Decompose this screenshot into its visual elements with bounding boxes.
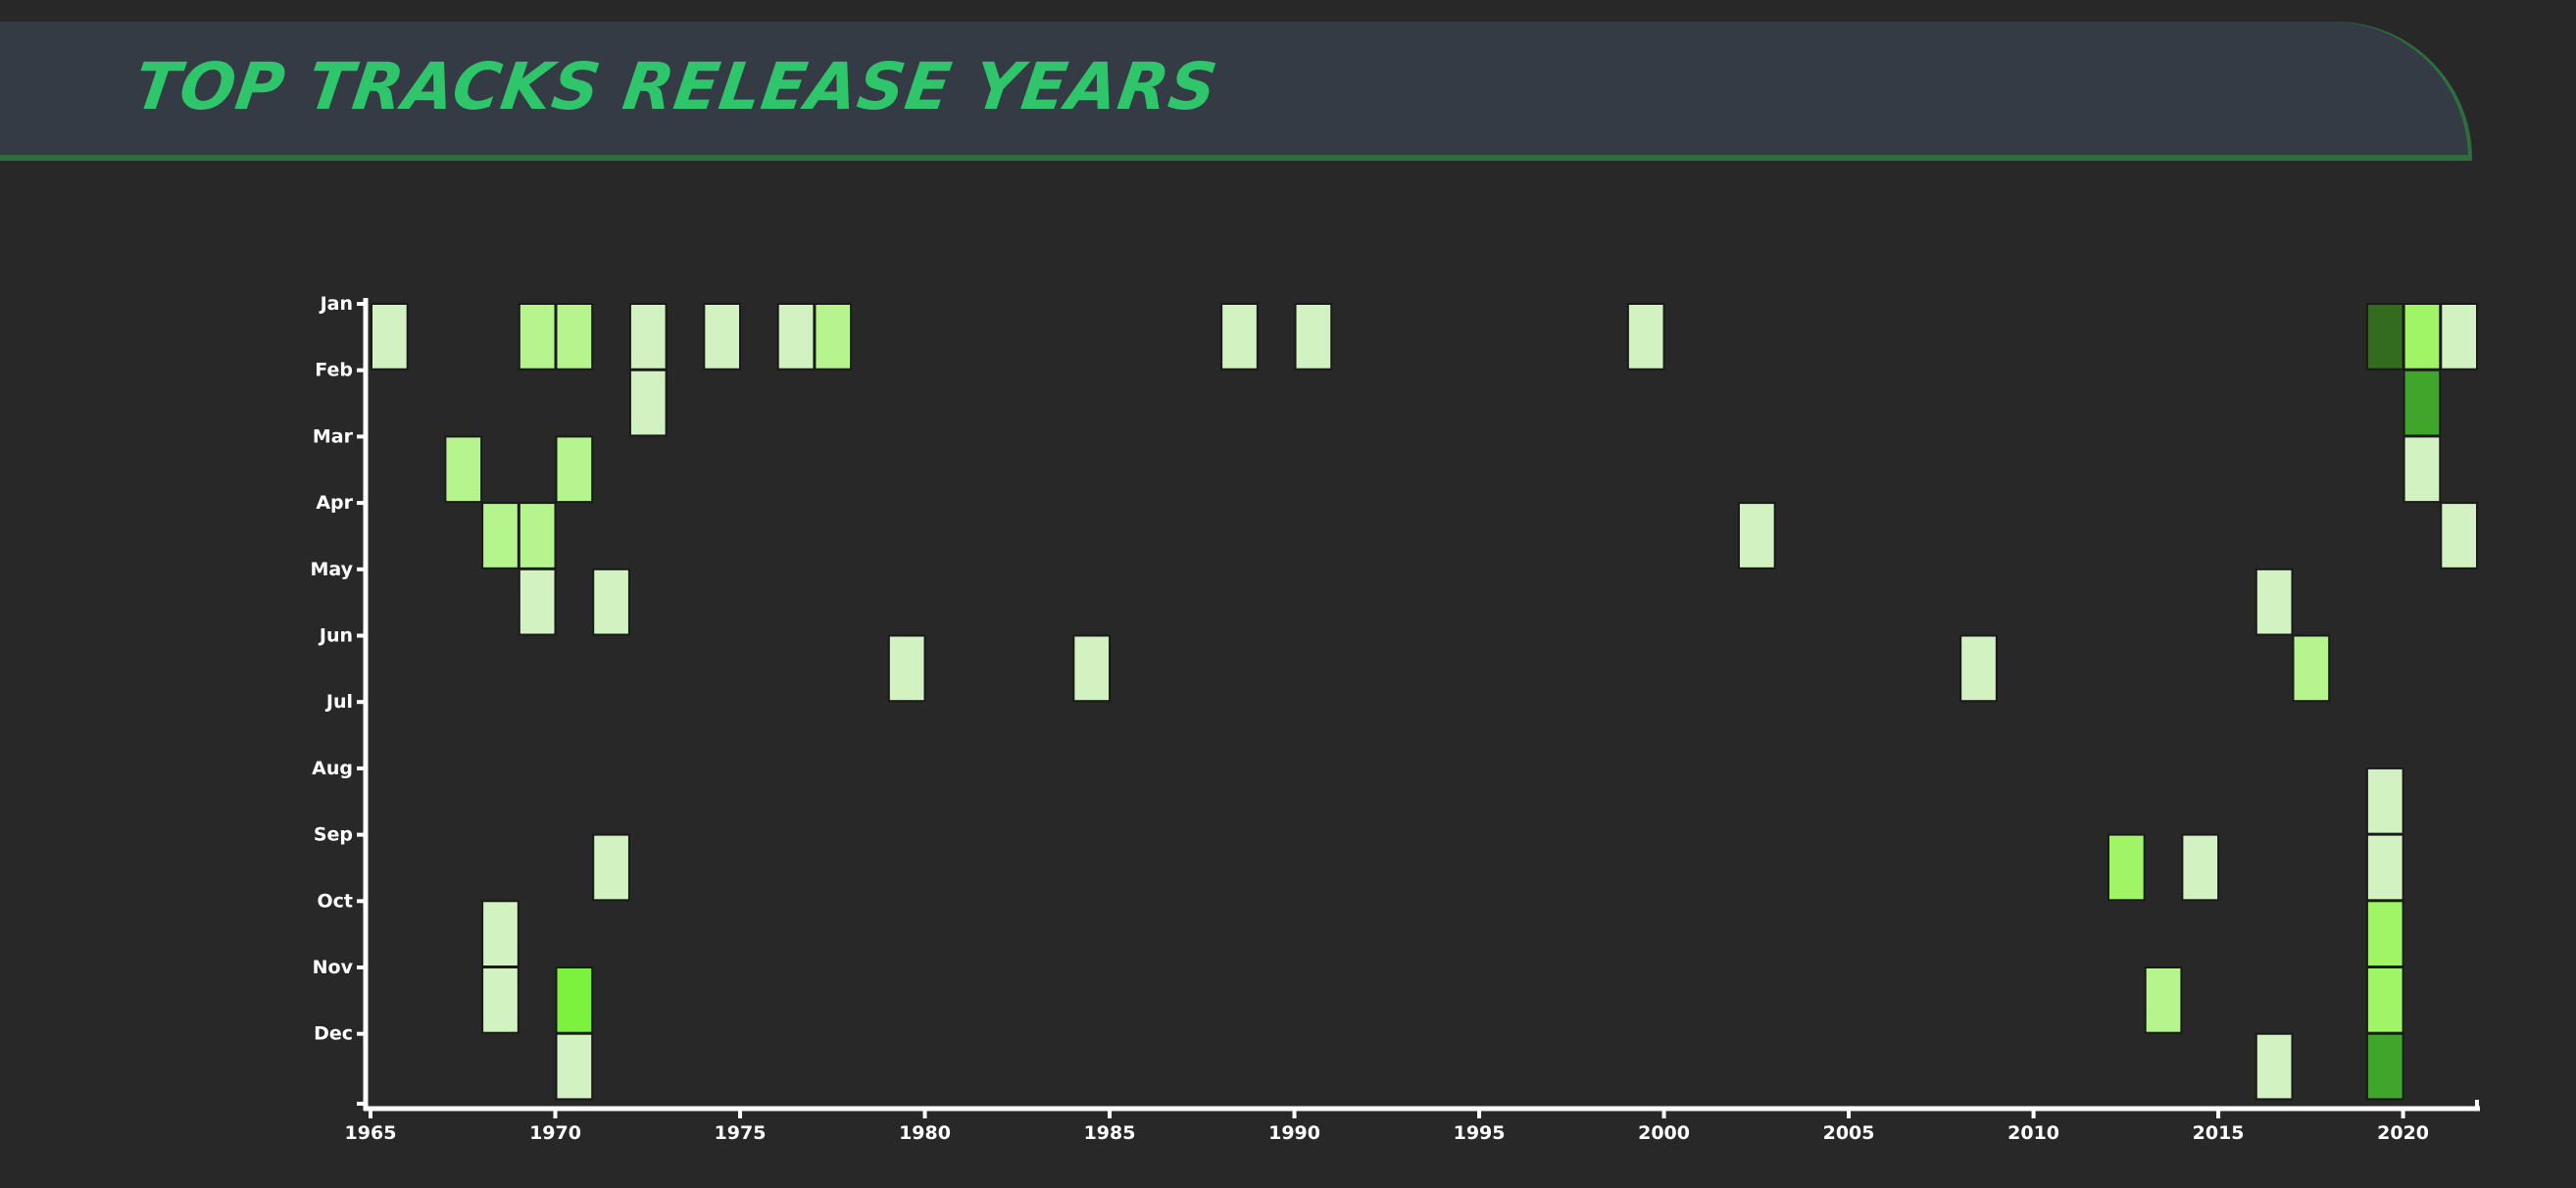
heatmap-cell-1984-jun xyxy=(1072,634,1112,703)
heatmap-cell-1979-jun xyxy=(887,634,926,703)
x-tick-label-1990: 1990 xyxy=(1268,1122,1320,1144)
x-tick-label-1995: 1995 xyxy=(1454,1122,1506,1144)
heatmap-cell-1990-jan xyxy=(1294,303,1333,371)
heatmap-cell-1970-dec xyxy=(555,1032,594,1101)
x-tick-label-1970: 1970 xyxy=(529,1122,581,1144)
y-tick-label-apr: Apr xyxy=(316,492,353,514)
heatmap-cell-2019-nov xyxy=(2365,966,2404,1034)
x-tick-label-1985: 1985 xyxy=(1084,1122,1136,1144)
heatmap-cell-2020-jan xyxy=(2403,303,2442,371)
heatmap-cell-1972-jan xyxy=(628,303,668,371)
heatmap-cell-1972-feb xyxy=(628,369,668,437)
heatmap-cell-1988-jan xyxy=(1220,303,1259,371)
heatmap-cell-2017-jun xyxy=(2292,634,2331,703)
y-tick-label-aug: Aug xyxy=(312,758,353,779)
x-tick-label-1975: 1975 xyxy=(715,1122,767,1144)
heatmap-cell-1969-jan xyxy=(518,303,557,371)
heatmap-cell-1977-jan xyxy=(814,303,853,371)
heatmap-cell-1974-jan xyxy=(703,303,742,371)
heatmap-cell-1971-may xyxy=(592,568,630,636)
heatmap-cell-2016-dec xyxy=(2254,1032,2294,1101)
y-tick-label-may: May xyxy=(310,559,353,580)
heatmap-cell-2019-aug xyxy=(2365,767,2404,835)
x-tick-label-1965: 1965 xyxy=(345,1122,397,1144)
x-tick-label-2005: 2005 xyxy=(1823,1122,1875,1144)
heatmap-cell-2019-sep xyxy=(2365,833,2404,902)
heatmap-cell-2014-sep xyxy=(2181,833,2220,902)
heatmap-cell-2008-jun xyxy=(1959,634,1998,703)
heatmap-cell-1969-may xyxy=(518,568,557,636)
y-tick-label-jun: Jun xyxy=(318,625,353,647)
y-tick-label-jan: Jan xyxy=(319,293,353,315)
y-tick-label-mar: Mar xyxy=(313,425,354,447)
heatmap-cell-2021-apr xyxy=(2440,502,2479,569)
heatmap-cell-1976-jan xyxy=(776,303,816,371)
heatmap-cell-1967-mar xyxy=(444,435,483,504)
heatmap-cell-1970-mar xyxy=(555,435,594,504)
heatmap-cell-1971-sep xyxy=(592,833,630,902)
y-tick-label-sep: Sep xyxy=(314,824,353,846)
x-tick-label-2015: 2015 xyxy=(2193,1122,2245,1144)
heatmap-cell-1970-jan xyxy=(555,303,594,371)
heatmap-cell-2020-feb xyxy=(2403,369,2442,437)
heatmap-cell-2012-sep xyxy=(2106,833,2146,902)
heatmap-cells xyxy=(371,303,2479,1101)
heatmap-cell-2019-jan xyxy=(2365,303,2404,371)
heatmap-cell-2019-dec xyxy=(2365,1032,2404,1101)
header-banner: TOP TRACKS RELEASE YEARS xyxy=(0,22,2468,161)
y-tick-label-dec: Dec xyxy=(314,1023,353,1045)
heatmap-cell-1969-apr xyxy=(518,502,557,569)
heatmap-cell-2013-nov xyxy=(2144,966,2183,1034)
heatmap-cell-2019-oct xyxy=(2365,900,2404,967)
heatmap-cell-1968-oct xyxy=(481,900,520,967)
heatmap-cell-1970-nov xyxy=(555,966,594,1034)
heatmap-cell-2020-mar xyxy=(2403,435,2442,504)
y-tick-label-nov: Nov xyxy=(313,957,354,978)
chart-axes: Jan Feb Mar Apr May Jun Jul Aug Sep Oct Nov Dec 1965… xyxy=(310,293,2480,1144)
heatmap-cell-2021-jan xyxy=(2440,303,2479,371)
x-tick-label-2000: 2000 xyxy=(1638,1122,1690,1144)
x-tick-label-2010: 2010 xyxy=(2007,1122,2059,1144)
heatmap-cell-2016-may xyxy=(2254,568,2294,636)
y-tick-label-feb: Feb xyxy=(315,360,353,381)
heatmap-cell-2002-apr xyxy=(1737,502,1776,569)
heatmap-cell-1965-jan xyxy=(371,303,409,371)
heatmap-cell-1968-nov xyxy=(481,966,520,1034)
x-tick-label-1980: 1980 xyxy=(899,1122,951,1144)
heatmap-cell-1999-jan xyxy=(1626,303,1665,371)
heatmap-cell-1968-apr xyxy=(481,502,520,569)
x-tick-label-2020: 2020 xyxy=(2377,1122,2429,1144)
y-tick-label-jul: Jul xyxy=(324,691,353,713)
y-tick-label-oct: Oct xyxy=(318,890,354,912)
